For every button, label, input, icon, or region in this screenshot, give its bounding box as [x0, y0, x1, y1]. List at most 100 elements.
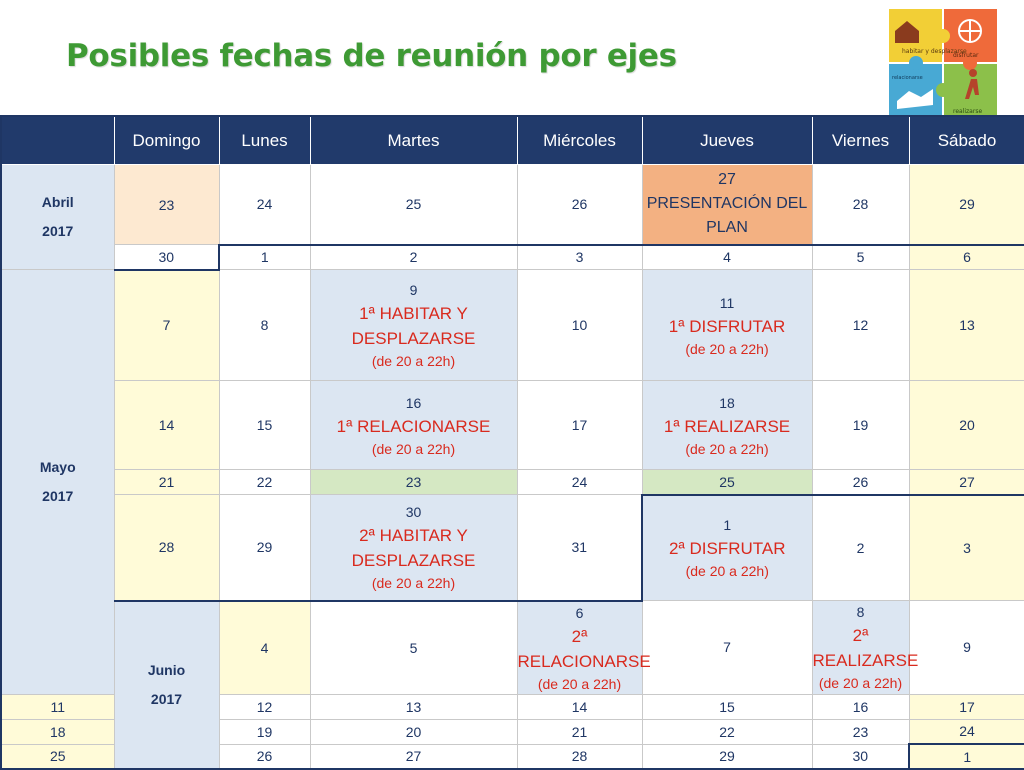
day-cell: 13	[908, 269, 1024, 381]
day-cell: 24	[218, 164, 311, 245]
day-cell: 3	[908, 494, 1024, 601]
day-cell: 14	[113, 380, 220, 470]
event-hours: (de 20 a 22h)	[685, 340, 769, 357]
day-number: 18	[719, 394, 735, 411]
week-row: 14 15 16 1ª RELACIONARSE (de 20 a 22h) 1…	[1, 380, 1024, 470]
presentation-label: PRESENTACIÓN DEL PLAN	[646, 195, 808, 237]
event-cell: 11 1ª DISFRUTAR (de 20 a 22h)	[641, 269, 813, 381]
logo-text-disfrutar: disfrutar	[953, 52, 979, 59]
day-cell: 4	[218, 600, 311, 695]
day-number: 27	[718, 171, 736, 189]
month-name: Junio	[147, 661, 186, 678]
day-cell: 11	[0, 693, 115, 720]
day-cell: 24	[516, 469, 643, 495]
day-cell: 22	[218, 469, 311, 495]
month-june: Junio 2017	[113, 600, 220, 770]
day-cell: 25	[641, 469, 813, 496]
month-name: Mayo	[39, 458, 76, 475]
day-cell: 7	[641, 600, 813, 695]
house-icon	[895, 21, 919, 43]
day-cell: 10	[516, 269, 643, 381]
day-number: 1	[723, 517, 732, 534]
day-cell: 20	[309, 718, 518, 745]
day-number: 16	[405, 394, 422, 411]
month-year: 2017	[150, 690, 183, 707]
day-cell: 16	[811, 693, 910, 720]
day-cell: 23	[113, 164, 220, 245]
day-cell: 6	[908, 243, 1024, 270]
day-cell: 19	[811, 380, 910, 470]
day-cell: 30	[113, 244, 220, 271]
day-cell: 28	[516, 743, 643, 770]
header-corner	[0, 115, 115, 165]
day-cell: 18	[0, 718, 115, 745]
day-cell: 2	[309, 243, 518, 270]
handshake-icon	[897, 89, 933, 109]
day-cell: 29	[641, 743, 813, 770]
day-cell: 23	[309, 469, 518, 495]
day-number: 30	[405, 504, 422, 521]
day-cell: 17	[516, 380, 643, 470]
day-number: 9	[409, 282, 418, 298]
day-cell: 1	[218, 243, 311, 270]
logo-text-relacionarse: relacionarse	[892, 75, 923, 81]
day-cell: 20	[908, 380, 1024, 470]
day-cell: 27	[908, 469, 1024, 496]
puzzle-logo: habitar y desplazarse disfrutar realizar…	[889, 9, 997, 117]
day-cell: 29	[218, 494, 311, 602]
header-lunes: Lunes	[218, 115, 311, 165]
ferris-wheel-icon	[958, 19, 982, 43]
day-cell: 19	[218, 718, 311, 745]
event-hours: (de 20 a 22h)	[537, 675, 622, 692]
event-label: 1ª DISFRUTAR	[668, 316, 786, 336]
logo-text-habitar: habitar y desplazarse	[902, 48, 967, 55]
day-cell: 22	[641, 718, 813, 745]
week-row: 18 19 20 21 22 23 24	[0, 718, 1024, 745]
day-cell: 12	[218, 693, 311, 720]
day-cell: 24	[908, 718, 1024, 745]
day-cell: 1	[908, 743, 1024, 770]
day-cell: 8	[218, 269, 311, 381]
header-sabado: Sábado	[908, 115, 1024, 165]
day-cell: 27	[309, 743, 518, 770]
day-cell: 26	[218, 743, 311, 770]
day-cell: 9	[908, 600, 1024, 695]
event-hours: (de 20 a 22h)	[371, 440, 456, 457]
presentation-cell: 27 PRESENTACIÓN DEL PLAN	[641, 164, 813, 245]
event-cell: 9 1ª HABITAR Y DESPLAZARSE (de 20 a 22h)	[309, 269, 518, 381]
month-year: 2017	[42, 223, 74, 239]
day-cell: 25	[309, 164, 518, 245]
header-jueves: Jueves	[641, 115, 813, 165]
calendar-table: Domingo Lunes Martes Miércoles Jueves Vi…	[0, 115, 1024, 770]
day-cell: 5	[811, 243, 910, 270]
event-cell: 30 2ª HABITAR Y DESPLAZARSE (de 20 a 22h…	[309, 494, 518, 602]
event-label: 2ª RELACIONARSE	[517, 626, 651, 671]
day-cell: 2	[811, 494, 910, 601]
event-label: 1ª REALIZARSE	[663, 416, 791, 436]
day-cell: 29	[908, 164, 1024, 245]
day-cell: 12	[811, 269, 910, 381]
month-april: Abril 2017	[0, 164, 115, 270]
day-cell: 28	[113, 494, 220, 602]
day-cell: 31	[516, 494, 643, 602]
day-cell: 4	[641, 243, 813, 270]
header-row: Domingo Lunes Martes Miércoles Jueves Vi…	[0, 115, 1024, 165]
event-hours: (de 20 a 22h)	[371, 353, 456, 369]
day-cell: 23	[811, 718, 910, 745]
week-row: Abril 2017 23 24 25 26 27 PRESENTACIÓN D…	[0, 164, 1024, 270]
day-cell: 7	[113, 269, 220, 381]
day-cell: 17	[908, 693, 1024, 720]
week-row: 28 29 30 2ª HABITAR Y DESPLAZARSE (de 20…	[1, 494, 1024, 602]
day-cell: 14	[516, 693, 643, 720]
day-number: 8	[856, 604, 865, 621]
event-label: 2ª REALIZARSE	[812, 626, 919, 671]
event-label: 2ª HABITAR Y DESPLAZARSE	[351, 526, 476, 571]
week-row: 11 12 13 14 15 16 17	[0, 693, 1024, 720]
week-row: 30 1 2 3 4 5 6	[1, 243, 1024, 271]
event-cell: 18 1ª REALIZARSE (de 20 a 22h)	[641, 380, 813, 470]
day-cell: 21	[516, 718, 643, 745]
header-domingo: Domingo	[113, 115, 220, 165]
day-cell: 30	[811, 743, 910, 770]
day-cell: 3	[516, 243, 643, 270]
day-cell: 26	[516, 164, 643, 245]
